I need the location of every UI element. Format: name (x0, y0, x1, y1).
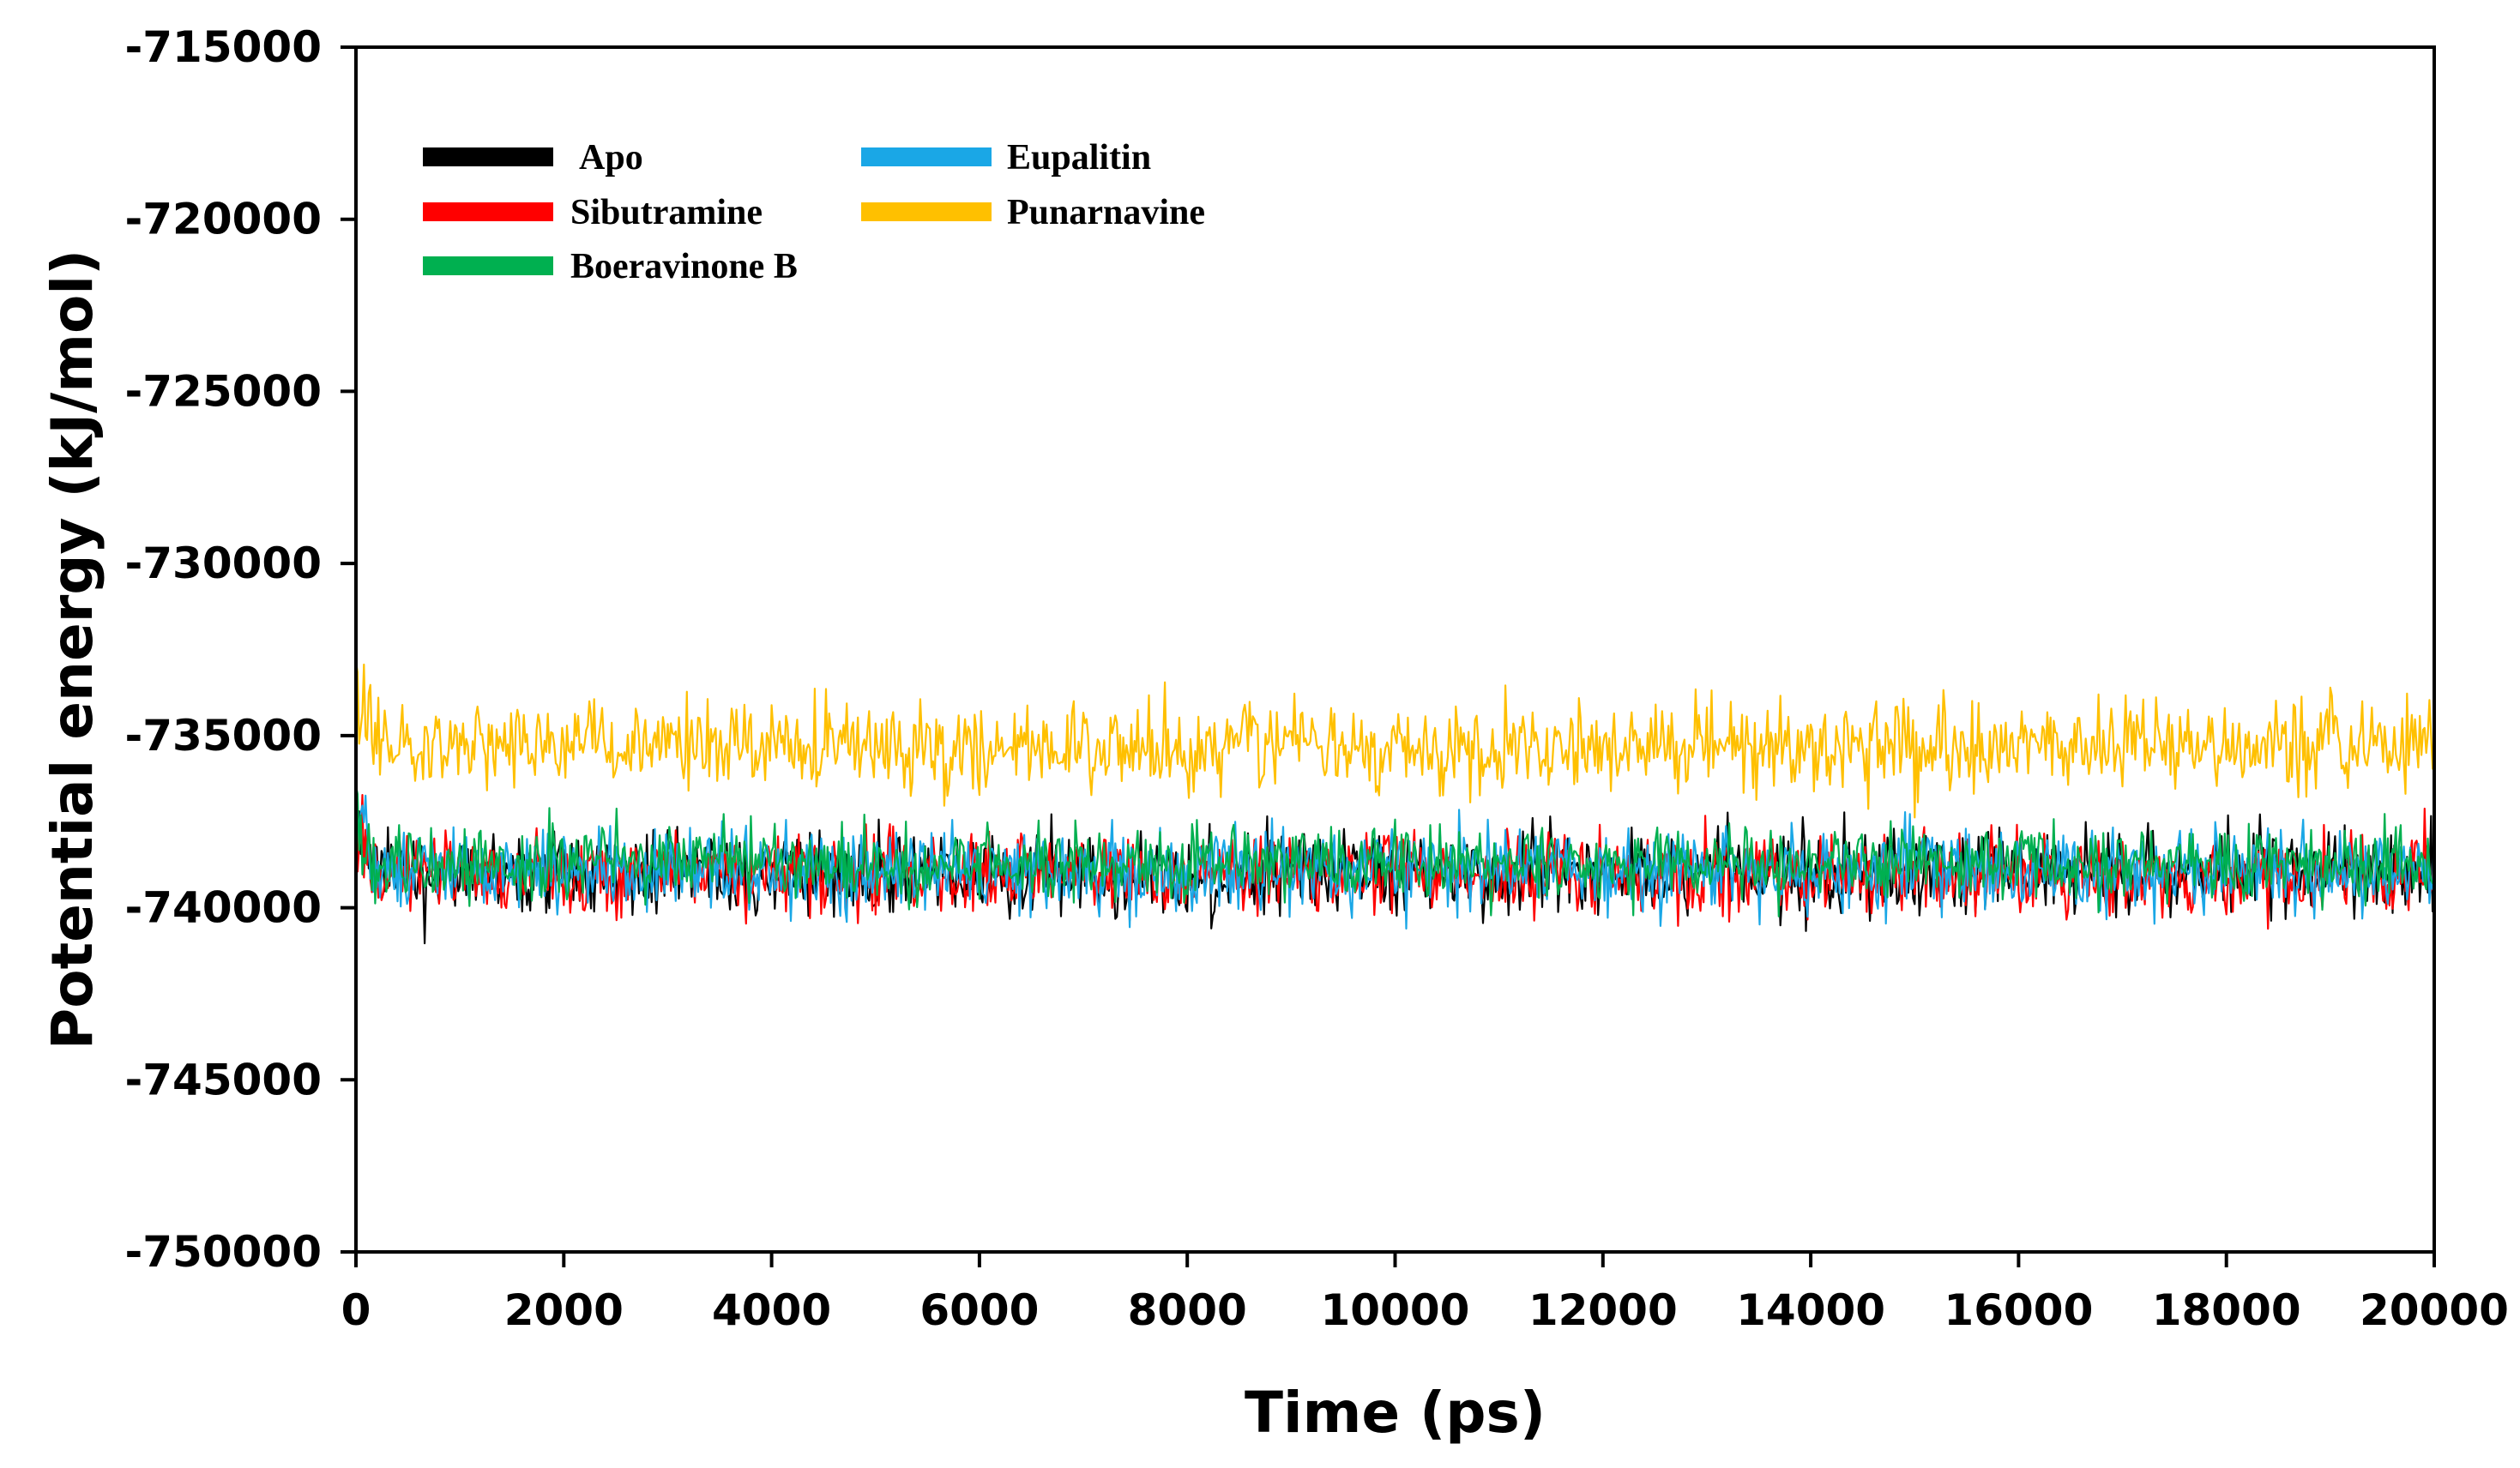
y-tick-label: -750000 (125, 1227, 323, 1277)
legend-label-punarnavine: Punarnavine (1007, 193, 1205, 232)
y-tick-label: -740000 (125, 883, 323, 933)
y-axis-title: Potential energy (kJ/mol) (39, 250, 106, 1050)
x-axis-title: Time (ps) (1245, 1380, 1546, 1446)
x-tick-label: 2000 (504, 1285, 624, 1335)
x-tick-label: 4000 (712, 1285, 831, 1335)
y-axis: -715000 -720000 -725000 -730000 -735000 -7400… (125, 22, 356, 1277)
legend-label-boeravinone-b: Boeravinone B (570, 247, 798, 286)
x-tick-label: 0 (341, 1285, 371, 1335)
x-tick-label: 10000 (1321, 1285, 1470, 1335)
y-tick-label: -715000 (125, 22, 323, 72)
legend-swatch-apo (423, 147, 553, 166)
y-tick-label: -735000 (125, 711, 323, 761)
series-line-eupalitin (354, 794, 2436, 930)
x-tick-label: 16000 (1944, 1285, 2093, 1335)
x-tick-label: 20000 (2360, 1285, 2509, 1335)
legend-label-eupalitin: Eupalitin (1007, 138, 1151, 177)
x-tick-label: 6000 (919, 1285, 1039, 1335)
x-axis: 0 2000 4000 6000 8000 10000 12000 14000 16000 180… (341, 1252, 2509, 1335)
legend-swatch-boeravinone-b (423, 256, 553, 275)
legend-label-sibutramine: Sibutramine (570, 193, 763, 232)
legend-swatch-sibutramine (423, 202, 553, 221)
x-tick-label: 12000 (1528, 1285, 1678, 1335)
legend-swatch-punarnavine (861, 202, 992, 221)
legend-label-apo: Apo (579, 138, 643, 177)
x-tick-label: 8000 (1128, 1285, 1247, 1335)
series-line-punarnavine (354, 662, 2435, 819)
x-tick-label: 18000 (2152, 1285, 2301, 1335)
legend: Apo Sibutramine Eupalitin Punarnavine Boerav… (423, 138, 1205, 286)
legend-swatch-eupalitin (861, 147, 992, 166)
series-line-boeravinone-b (354, 785, 2435, 918)
y-tick-label: -720000 (125, 195, 323, 244)
y-tick-label: -725000 (125, 366, 323, 416)
y-tick-label: -730000 (125, 538, 323, 588)
x-tick-label: 14000 (1736, 1285, 1885, 1335)
plot-series (354, 662, 2436, 945)
y-tick-label: -745000 (125, 1055, 323, 1104)
